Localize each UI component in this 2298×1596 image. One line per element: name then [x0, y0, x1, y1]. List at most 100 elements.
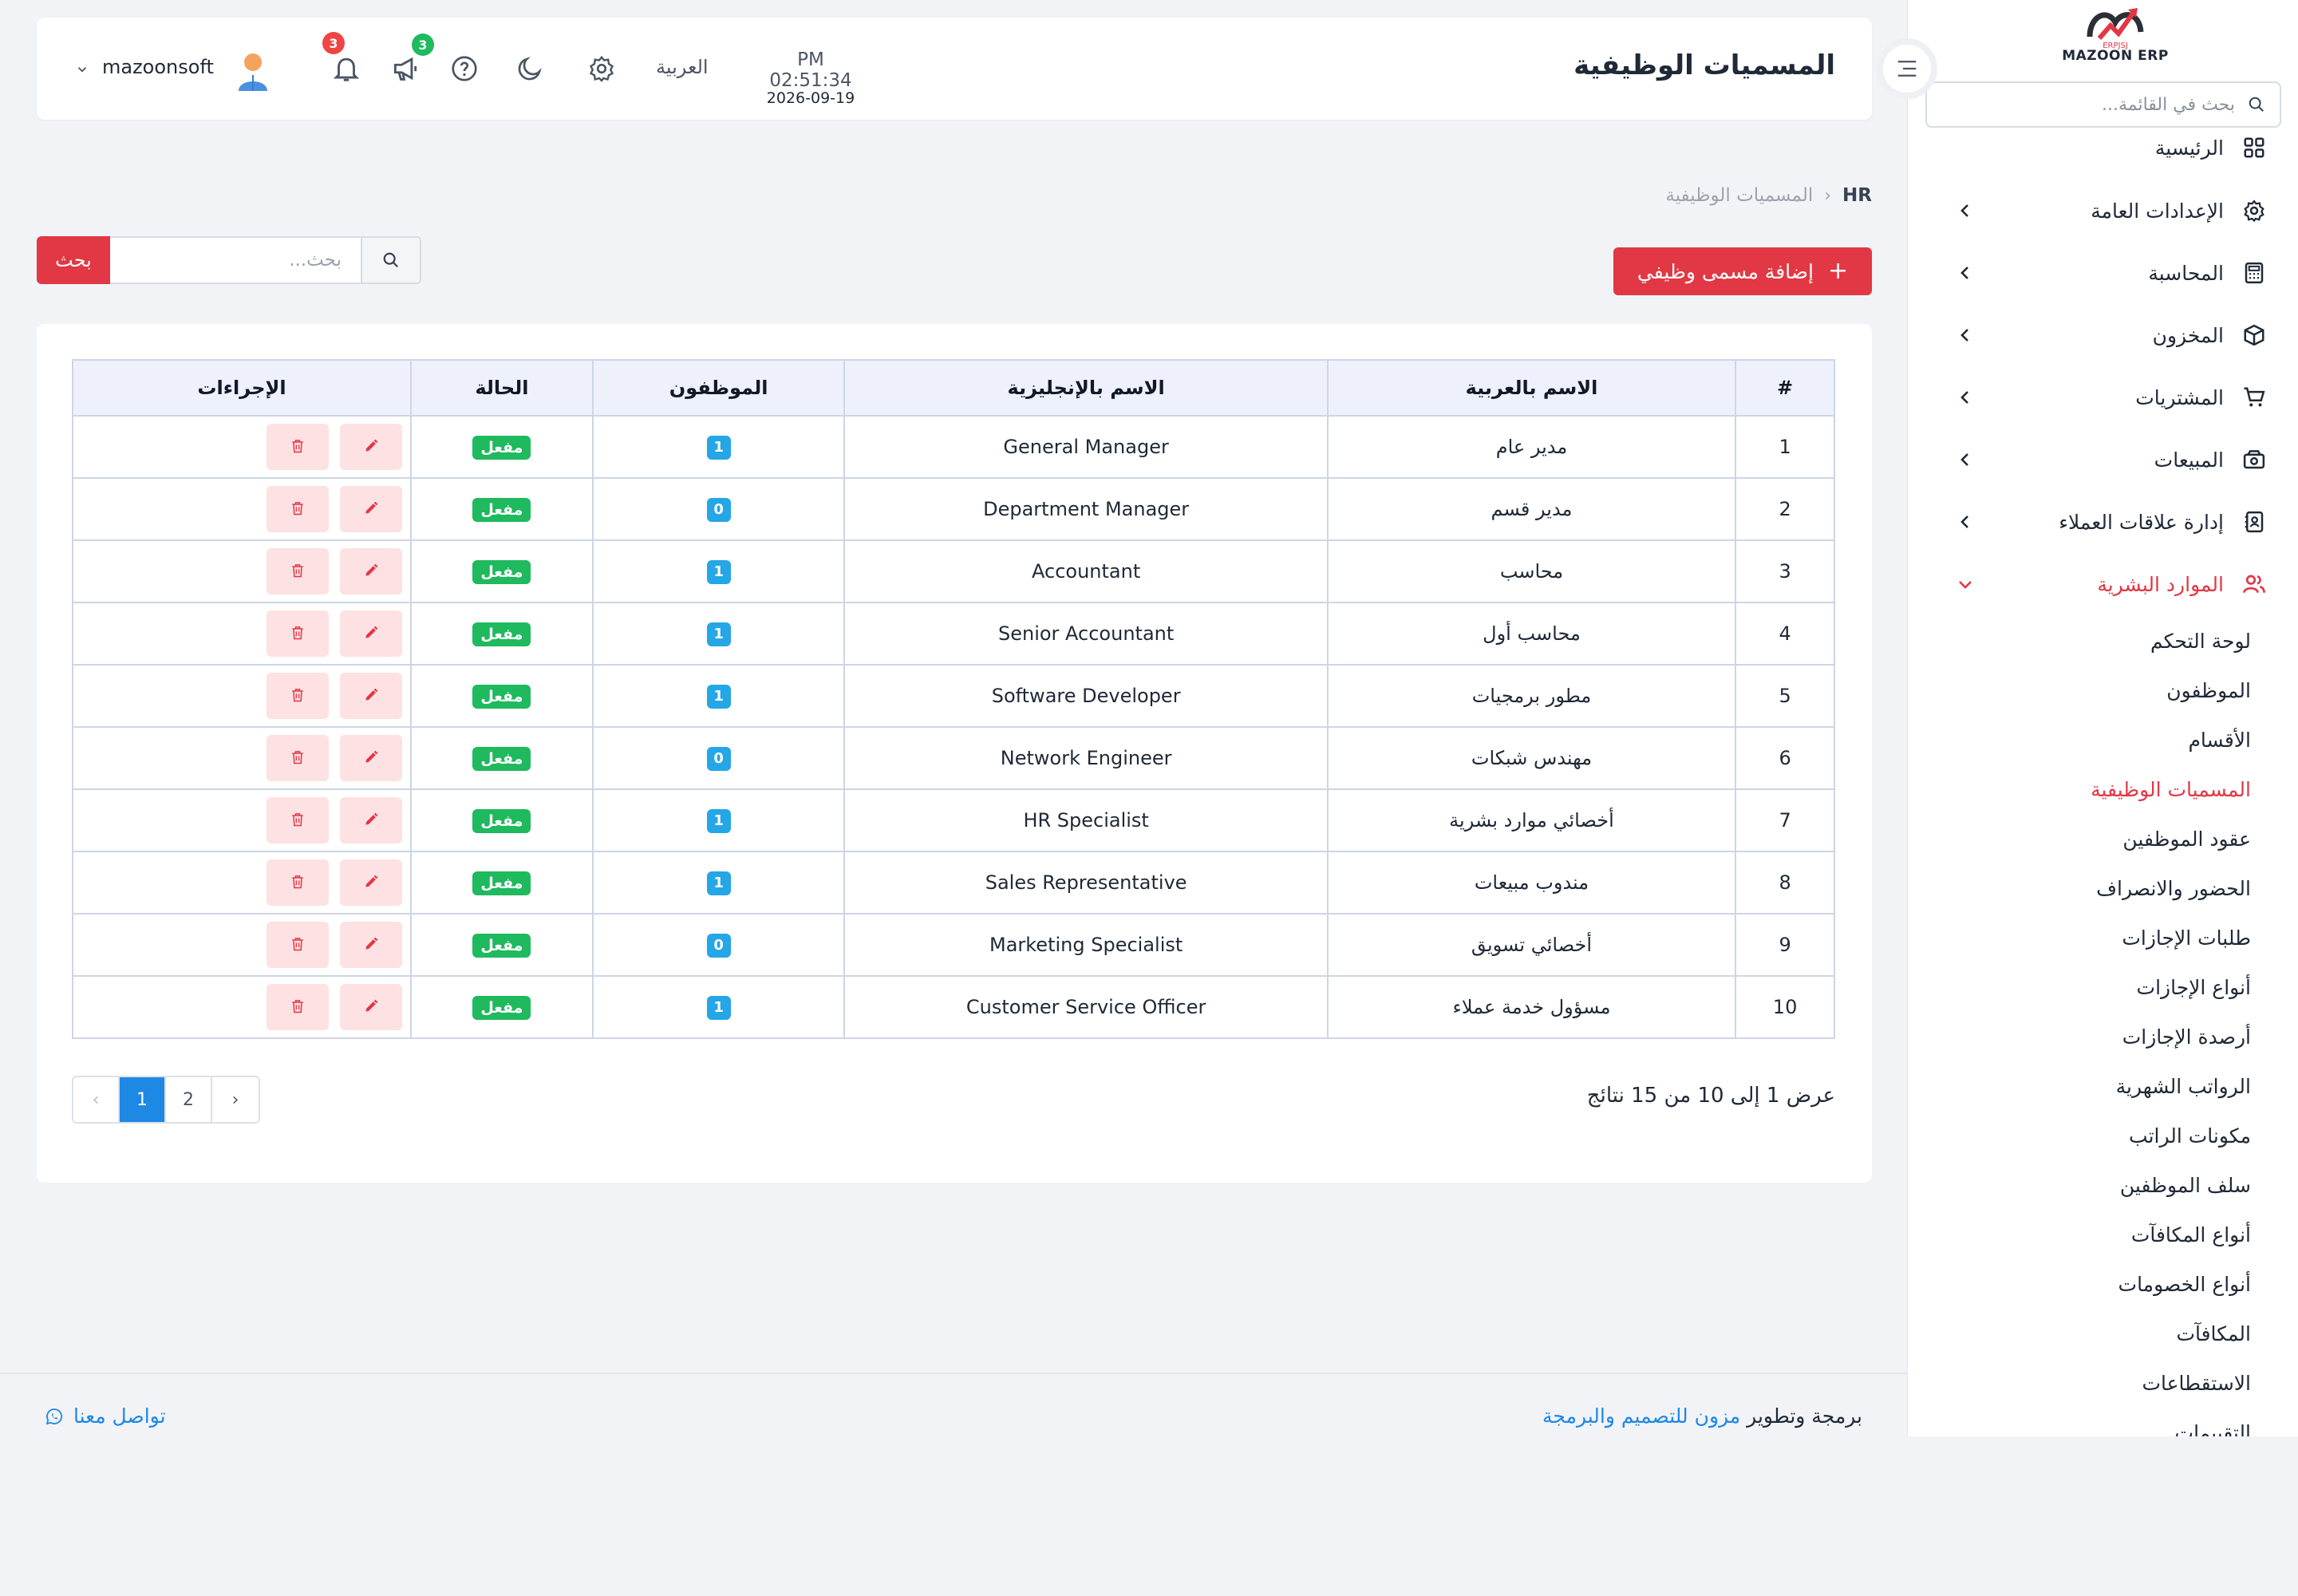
add-job-title-button[interactable]: + إضافة مسمى وظيفي: [1613, 247, 1872, 295]
cart-icon: [2241, 385, 2267, 410]
edit-button[interactable]: [340, 610, 402, 657]
edit-button[interactable]: [340, 735, 402, 781]
sidebar-subitem-advances[interactable]: سلف الموظفين: [1908, 1165, 2251, 1205]
sidebar-subitem-bonus-types[interactable]: أنواع المكافآت: [1908, 1215, 2251, 1254]
dark-mode-toggle[interactable]: [512, 51, 547, 86]
cell-name-en: General Manager: [843, 415, 1329, 479]
sidebar-subitem-dashboard[interactable]: لوحة التحكم: [1908, 621, 2251, 661]
sidebar-item-crm[interactable]: إدارة علاقات العملاء: [1908, 498, 2298, 546]
status-badge: مفعل: [472, 435, 531, 460]
search-input[interactable]: [110, 236, 361, 284]
notifications-button[interactable]: 3: [322, 32, 364, 86]
cell-status: مفعل: [410, 539, 594, 603]
status-badge: مفعل: [472, 995, 531, 1020]
announcements-button[interactable]: 3: [388, 34, 434, 86]
sidebar-toggle-button[interactable]: [1877, 38, 1937, 99]
pagination-next[interactable]: ›: [212, 1077, 259, 1122]
delete-button[interactable]: [267, 735, 329, 781]
sidebar-subitem-evaluations[interactable]: التقييمات: [1908, 1412, 2251, 1437]
row-actions: [73, 797, 410, 843]
moon-icon: [518, 57, 542, 81]
search-icon-button[interactable]: [361, 236, 421, 284]
cell-actions: [71, 726, 413, 790]
sidebar-item-hr[interactable]: الموارد البشرية: [1908, 560, 2298, 608]
sidebar-item-inventory[interactable]: المخزون: [1908, 311, 2298, 359]
pencil-icon: [363, 625, 379, 643]
cell-name-en: Department Manager: [843, 477, 1329, 541]
delete-button[interactable]: [267, 548, 329, 595]
employee-count-badge: 0: [706, 747, 731, 771]
edit-button[interactable]: [340, 859, 402, 906]
delete-button[interactable]: [267, 610, 329, 657]
edit-button[interactable]: [340, 486, 402, 532]
contact-us-link[interactable]: تواصل معنا: [45, 1404, 166, 1428]
sidebar-subitem-payroll[interactable]: الرواتب الشهرية: [1908, 1066, 2251, 1106]
edit-button[interactable]: [340, 673, 402, 719]
delete-button[interactable]: [267, 859, 329, 906]
cell-status: مفعل: [410, 975, 594, 1039]
brand-logo[interactable]: ERPJSJ MAZOON ERP: [2051, 0, 2179, 72]
footer-credit-link[interactable]: مزون للتصميم والبرمجة: [1542, 1404, 1741, 1428]
pagination-page-1[interactable]: 1: [120, 1077, 166, 1122]
edit-button[interactable]: [340, 424, 402, 470]
language-switcher[interactable]: العربية: [656, 56, 709, 78]
sidebar-search-input[interactable]: [1972, 94, 2235, 115]
sidebar-item-purchases[interactable]: المشتريات: [1908, 373, 2298, 421]
delete-button[interactable]: [267, 984, 329, 1030]
sidebar-subitem-contracts[interactable]: عقود الموظفين: [1908, 819, 2251, 859]
row-actions: [73, 984, 410, 1030]
delete-button[interactable]: [267, 797, 329, 843]
contact-us-label: تواصل معنا: [73, 1404, 166, 1428]
sidebar-item-accounting[interactable]: المحاسبة: [1908, 249, 2298, 297]
sidebar-item-home[interactable]: الرئيسية: [1908, 128, 2298, 168]
table-row: 5 مطور برمجيات Software Developer 1 مفعل: [71, 664, 1835, 728]
sidebar-subitem-bonuses[interactable]: المكافآت: [1908, 1314, 2251, 1353]
table-search: بحث: [37, 236, 421, 284]
footer-credit: برمجة وتطوير مزون للتصميم والبرمجة: [1542, 1404, 1862, 1428]
cell-name-ar: مسؤول خدمة عملاء: [1326, 975, 1737, 1039]
sidebar-item-label: الإعدادات العامة: [2091, 199, 2224, 223]
breadcrumb-root[interactable]: HR: [1842, 185, 1872, 206]
sidebar-subitem-leave-balances[interactable]: أرصدة الإجازات: [1908, 1017, 2251, 1057]
chevron-down-icon[interactable]: [75, 62, 89, 77]
edit-button[interactable]: [340, 922, 402, 968]
help-button[interactable]: [447, 51, 482, 86]
cell-name-en: Customer Service Officer: [843, 975, 1329, 1039]
cell-actions: [71, 788, 413, 852]
row-actions: [73, 735, 410, 781]
sidebar-subitem-employees[interactable]: الموظفون: [1908, 670, 2251, 710]
sidebar-subitem-attendance[interactable]: الحضور والانصراف: [1908, 868, 2251, 908]
delete-button[interactable]: [267, 424, 329, 470]
row-actions: [73, 922, 410, 968]
search-button[interactable]: بحث: [37, 236, 110, 284]
edit-button[interactable]: [340, 797, 402, 843]
trash-icon: [290, 438, 306, 456]
sidebar-subitem-job-titles[interactable]: المسميات الوظيفية: [1908, 769, 2251, 809]
edit-button[interactable]: [340, 984, 402, 1030]
cell-number: 1: [1735, 415, 1835, 479]
settings-button[interactable]: [584, 51, 619, 86]
footer-divider: [0, 1373, 1907, 1374]
pagination-page-2[interactable]: 2: [166, 1077, 212, 1122]
sidebar-subitem-leave-requests[interactable]: طلبات الإجازات: [1908, 918, 2251, 958]
sidebar-search[interactable]: [1925, 81, 2281, 128]
sidebar-subitem-leave-types[interactable]: أنواع الإجازات: [1908, 967, 2251, 1007]
edit-button[interactable]: [340, 548, 402, 595]
delete-button[interactable]: [267, 922, 329, 968]
delete-button[interactable]: [267, 673, 329, 719]
sidebar-item-label: الموارد البشرية: [2097, 572, 2224, 596]
avatar[interactable]: [235, 51, 271, 93]
sidebar-subitem-deductions[interactable]: الاستقطاعات: [1908, 1363, 2251, 1403]
sidebar-item-sales[interactable]: المبيعات: [1908, 436, 2298, 484]
sidebar-subitem-deduction-types[interactable]: أنواع الخصومات: [1908, 1264, 2251, 1304]
sidebar-subitem-salary-components[interactable]: مكونات الراتب: [1908, 1116, 2251, 1156]
results-summary: عرض 1 إلى 10 من 15 نتائج: [1586, 1084, 1835, 1108]
username[interactable]: mazoonsoft: [102, 56, 214, 78]
pagination-prev[interactable]: ‹: [73, 1077, 120, 1122]
column-header-actions: الإجراءات: [71, 359, 413, 417]
sidebar-item-general-settings[interactable]: الإعدادات العامة: [1908, 187, 2298, 235]
clock-time: PM 02:51:34: [769, 49, 852, 91]
delete-button[interactable]: [267, 486, 329, 532]
sidebar-subitem-departments[interactable]: الأقسام: [1908, 720, 2251, 760]
cell-name-en: Sales Representative: [843, 851, 1329, 915]
